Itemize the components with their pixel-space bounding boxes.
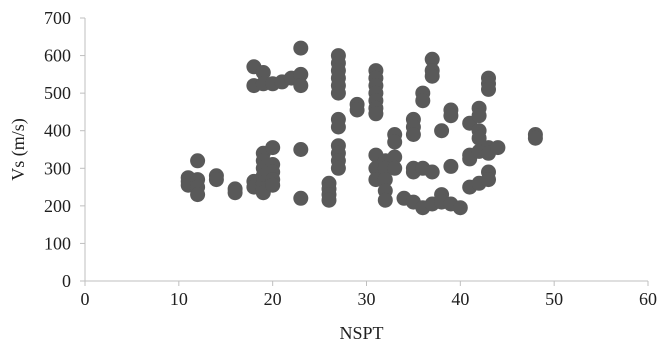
data-point: [415, 93, 431, 109]
data-point: [190, 153, 206, 169]
x-axis-ticks: 0 10 20 30 40 50 60: [81, 281, 657, 309]
data-point: [405, 127, 421, 142]
y-axis-ticks: 0 100 200 300 400 500 600 700: [44, 8, 85, 291]
data-point: [265, 177, 281, 193]
data-point: [443, 158, 459, 174]
data-point: [471, 130, 487, 146]
x-tick-label: 0: [81, 289, 90, 309]
data-point: [481, 172, 496, 188]
y-tick-label: 200: [44, 196, 71, 216]
data-point: [293, 40, 309, 56]
data-point: [424, 164, 440, 180]
data-point: [330, 160, 346, 176]
data-point: [330, 85, 346, 101]
data-point: [424, 51, 440, 67]
y-axis-title: Vs (m/s): [8, 118, 29, 181]
x-tick-label: 50: [545, 289, 563, 309]
data-point: [387, 134, 403, 150]
data-point: [471, 108, 487, 124]
data-point: [490, 140, 506, 156]
data-point: [265, 140, 281, 156]
data-point: [481, 81, 496, 97]
y-tick-label: 0: [62, 271, 71, 291]
data-point: [443, 108, 459, 124]
x-tick-label: 20: [264, 289, 282, 309]
data-point: [190, 187, 206, 203]
data-point: [527, 130, 543, 146]
y-tick-label: 700: [44, 8, 71, 28]
y-tick-label: 400: [44, 121, 71, 141]
x-tick-label: 10: [170, 289, 188, 309]
data-point: [293, 190, 309, 206]
data-point: [377, 172, 393, 188]
data-point: [377, 192, 393, 208]
data-point: [368, 106, 384, 122]
data-point: [208, 172, 224, 188]
data-point: [387, 160, 403, 176]
x-tick-label: 60: [639, 289, 657, 309]
x-tick-label: 40: [451, 289, 469, 309]
x-tick-label: 30: [358, 289, 376, 309]
data-point: [293, 142, 309, 157]
data-point: [330, 119, 346, 135]
y-tick-label: 500: [44, 83, 71, 103]
data-point: [349, 102, 365, 118]
data-point: [452, 200, 468, 216]
data-point: [227, 185, 243, 201]
data-points: [180, 40, 543, 216]
y-tick-label: 300: [44, 158, 71, 178]
y-tick-label: 100: [44, 233, 71, 253]
axes: [84, 18, 648, 282]
data-point: [424, 68, 440, 84]
x-axis-title: NSPT: [339, 323, 383, 343]
data-point: [293, 78, 309, 94]
data-point: [321, 192, 337, 208]
y-tick-label: 600: [44, 46, 71, 66]
data-point: [293, 66, 309, 82]
data-point: [434, 123, 450, 139]
data-point: [255, 65, 271, 80]
data-point: [387, 149, 403, 165]
